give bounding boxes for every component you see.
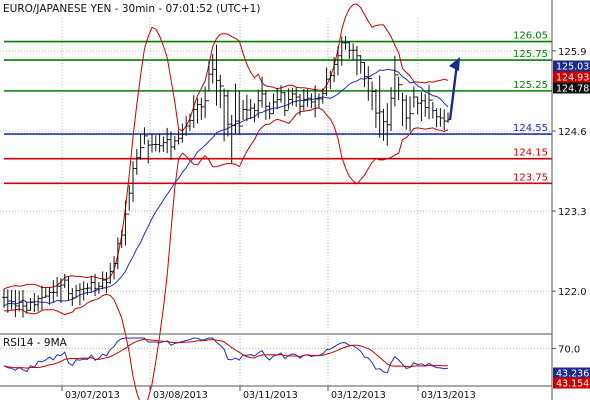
level-label: 124.15 [513, 148, 548, 159]
projection-line [448, 63, 459, 120]
price-badge-label: 125.035 [556, 62, 590, 73]
rsi-badge-label: 43.2366 [556, 369, 590, 380]
date-tick-label: 03/08/2013 [153, 390, 208, 400]
date-tick-label: 03/07/2013 [65, 390, 120, 400]
level-label: 124.55 [513, 123, 548, 134]
rsi-panel-title: RSI14 - 9MA [3, 337, 68, 349]
price-badge [553, 60, 590, 72]
level-label: 126.05 [513, 31, 548, 42]
chart-title: EURO/JAPANESE YEN - 30min - 07:01:52 (UT… [3, 3, 260, 15]
rsi-badge-label: 43.1541 [556, 379, 590, 390]
price-badge [553, 82, 590, 94]
moving-average-line [3, 68, 449, 307]
price-badges: 125.035124.938124.78 43.236643.1541 [553, 60, 590, 390]
date-tick-label: 03/12/2013 [331, 390, 386, 400]
rsi-tick-label: 70.0 [558, 344, 580, 355]
price-bars [2, 36, 450, 318]
price-badge-label: 124.78 [556, 84, 589, 95]
rsi-badge [553, 377, 590, 389]
price-tick-label: 122.0 [558, 287, 587, 298]
main-grid [0, 18, 552, 330]
projection-arrowhead [449, 56, 460, 71]
price-tick-label: 123.3 [558, 207, 587, 218]
price-axis: 125.9 124.6 123.3 122.0 70.0 [552, 47, 587, 355]
rsi-lines [3, 337, 449, 374]
price-tick-label: 125.9 [558, 47, 587, 58]
horizontal-levels: 126.05 125.75 125.25 124.55 124.15 123.75 [4, 31, 552, 185]
rsi-badge [553, 367, 590, 379]
upper-band-line [3, 3, 449, 290]
level-label: 125.75 [513, 49, 548, 60]
rsi-ma-line [3, 338, 449, 369]
price-tick-label: 124.6 [558, 127, 587, 138]
projection-arrow [448, 56, 460, 120]
date-tick-label: 03/13/2013 [421, 390, 476, 400]
date-axis: 03/07/2013 03/08/2013 03/11/2013 03/12/2013… [61, 386, 476, 401]
lower-band-line [4, 107, 449, 404]
level-label: 123.75 [513, 172, 548, 183]
level-label: 125.25 [513, 80, 548, 91]
price-badge-label: 124.938 [556, 73, 590, 84]
rsi-line [3, 337, 449, 374]
date-tick-label: 03/11/2013 [243, 390, 298, 400]
bollinger-bands [3, 3, 449, 404]
price-badge [553, 71, 590, 83]
